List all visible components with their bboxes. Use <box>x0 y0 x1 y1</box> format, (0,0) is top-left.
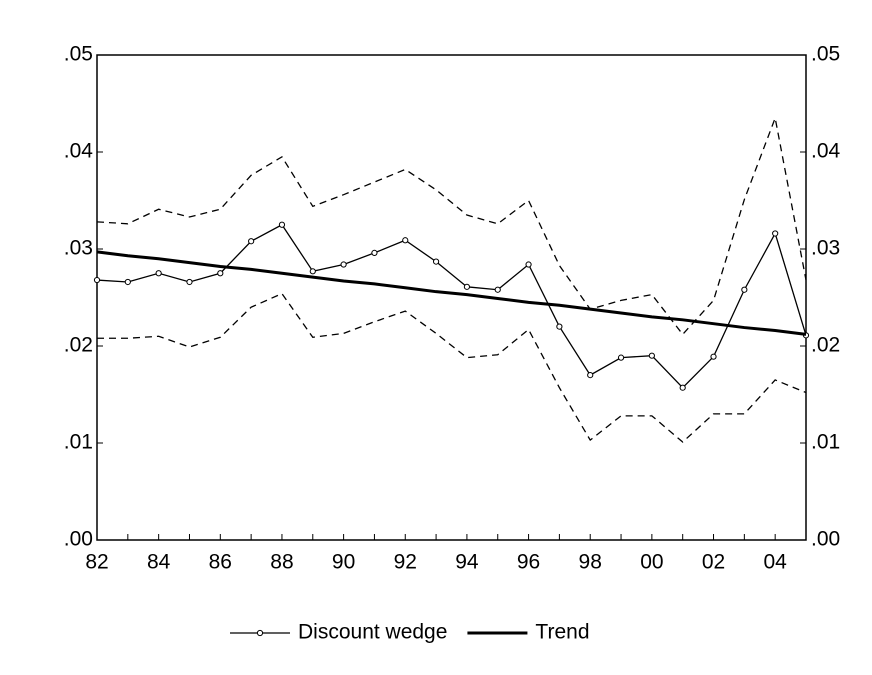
point <box>587 372 594 379</box>
band-line <box>96 115 807 336</box>
point <box>432 258 440 265</box>
x-tick-label: 98 <box>579 551 602 574</box>
point <box>248 238 255 245</box>
point <box>525 261 532 268</box>
point <box>93 276 101 284</box>
point <box>402 237 409 244</box>
point <box>648 352 655 359</box>
x-tick-label: 00 <box>640 551 663 574</box>
point <box>309 268 316 275</box>
x-tick-label: 82 <box>85 551 108 574</box>
x-tick-label: 94 <box>455 551 479 574</box>
y2-tick-label: .04 <box>811 140 841 163</box>
y2-tick-label: .00 <box>811 528 840 551</box>
plot-frame <box>96 54 807 541</box>
point <box>494 286 501 293</box>
x-tick-label: 84 <box>147 551 171 574</box>
x-tick-label: 88 <box>270 551 293 574</box>
trend-line <box>96 250 807 336</box>
point <box>556 323 563 330</box>
legend-marker <box>256 629 264 637</box>
point <box>710 353 717 360</box>
point <box>217 270 224 277</box>
band-line <box>97 292 807 443</box>
legend-label: Discount wedge <box>298 621 447 644</box>
y2-tick-label: .01 <box>811 431 840 454</box>
point <box>340 261 347 268</box>
point <box>772 230 779 237</box>
y2-tick-label: .05 <box>811 43 840 66</box>
point <box>155 270 162 277</box>
x-tick-label: 02 <box>702 551 725 574</box>
point <box>186 278 193 286</box>
y-tick-label: .00 <box>64 528 93 551</box>
x-tick-label: 04 <box>763 551 787 574</box>
series-line <box>96 223 807 389</box>
y-tick-label: .05 <box>64 43 93 66</box>
y-tick-label: .04 <box>64 140 94 163</box>
point <box>278 221 286 228</box>
x-tick-label: 92 <box>394 551 417 574</box>
point <box>463 283 471 290</box>
y-tick-label: .03 <box>64 237 93 260</box>
x-tick-label: 90 <box>332 551 355 574</box>
y-tick-label: .01 <box>64 431 93 454</box>
y2-tick-label: .02 <box>811 334 840 357</box>
x-tick-label: 96 <box>517 551 540 574</box>
point <box>124 278 131 286</box>
y2-tick-label: .03 <box>811 237 840 260</box>
legend-label: Trend <box>535 621 589 644</box>
point <box>741 286 748 293</box>
x-tick-label: 86 <box>209 551 232 574</box>
y-tick-label: .02 <box>64 334 93 357</box>
point <box>617 354 625 361</box>
point <box>679 384 686 391</box>
point <box>371 249 378 256</box>
